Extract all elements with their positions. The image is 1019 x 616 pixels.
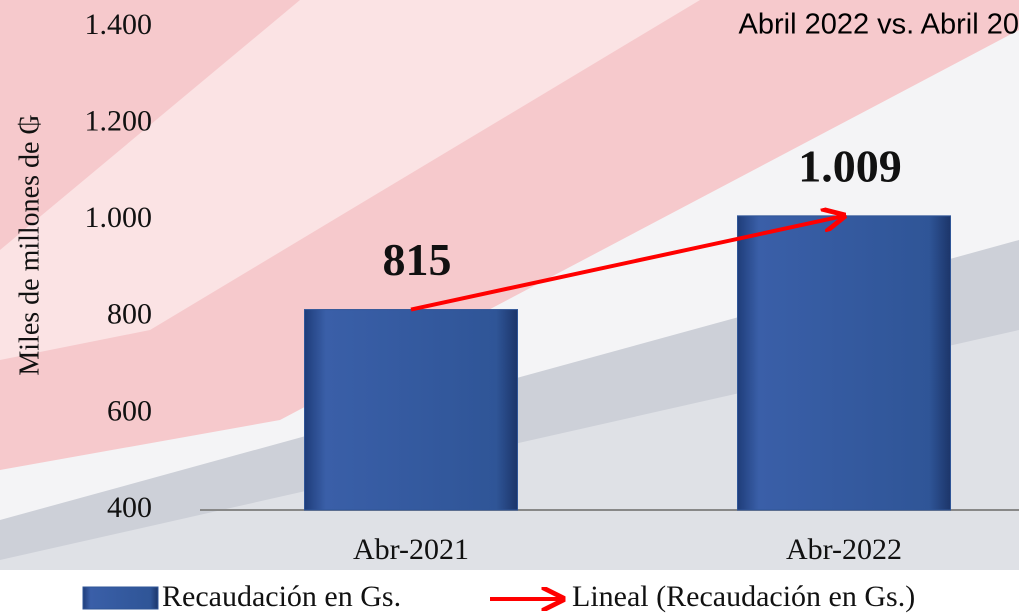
trendline xyxy=(410,216,844,312)
x-tick-label: Abr-2021 xyxy=(353,533,469,566)
y-tick-label: 1.200 xyxy=(85,104,153,137)
legend-swatch xyxy=(82,586,159,610)
y-axis-label: Miles de millones de ₲ xyxy=(14,114,45,375)
legend-label: Recaudación en Gs. xyxy=(162,580,401,613)
chart-title: Abril 2022 vs. Abril 20 xyxy=(739,9,1019,41)
data-label: 815 xyxy=(383,234,452,285)
bar xyxy=(304,309,518,511)
legend-label: Lineal (Recaudación en Gs.) xyxy=(572,580,915,613)
background-swoosh xyxy=(0,0,700,360)
bar xyxy=(737,215,951,511)
y-tick-label: 800 xyxy=(107,298,152,331)
legend-background xyxy=(0,570,1019,616)
data-label: 1.009 xyxy=(798,140,902,191)
y-tick-label: 600 xyxy=(107,394,152,427)
x-tick-label: Abr-2022 xyxy=(786,533,902,566)
y-tick-label: 1.000 xyxy=(85,201,153,234)
y-tick-label: 400 xyxy=(107,491,152,524)
y-tick-label: 1.400 xyxy=(85,8,153,41)
